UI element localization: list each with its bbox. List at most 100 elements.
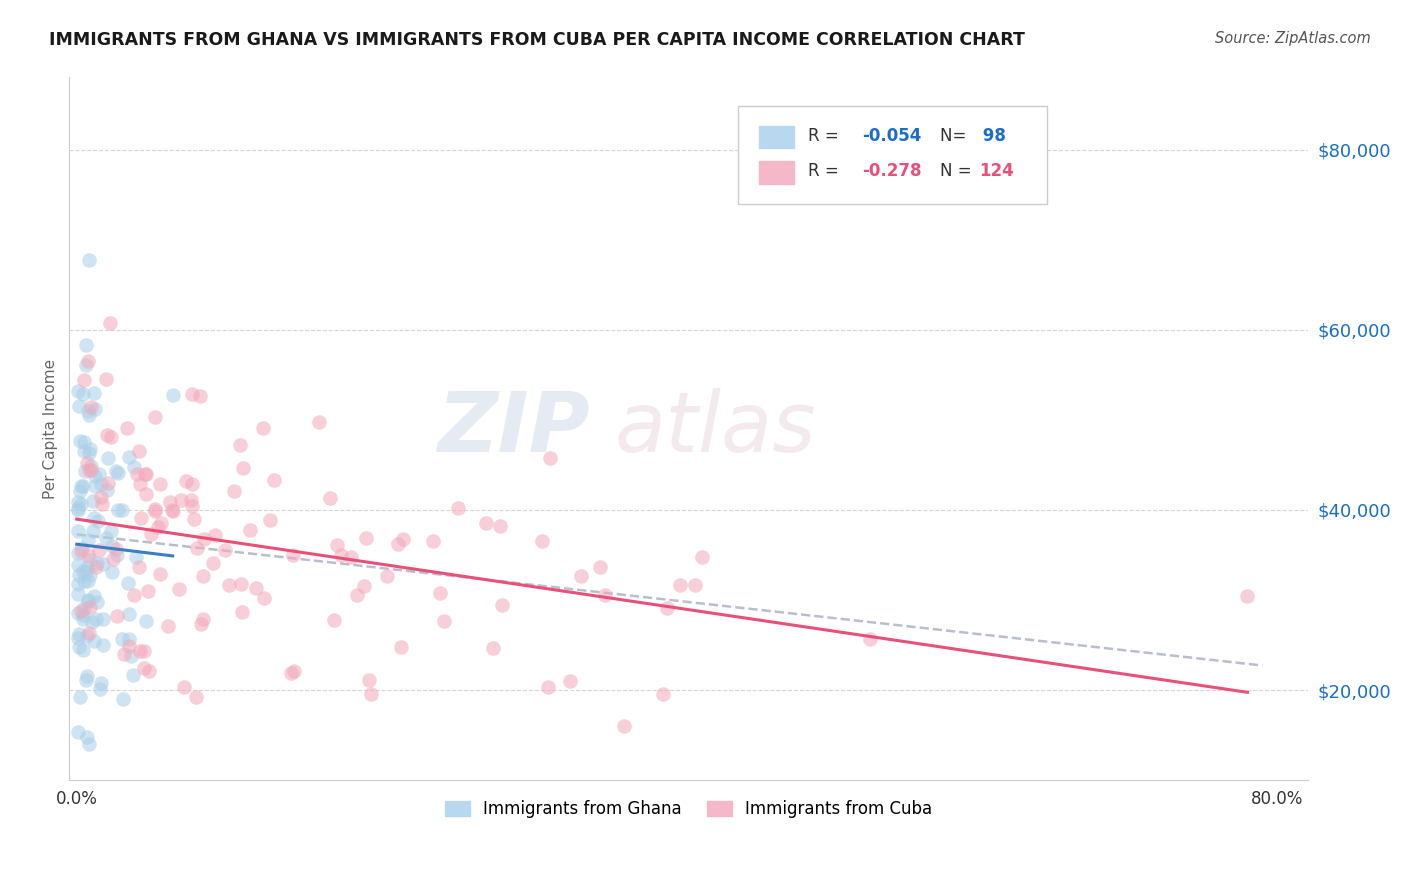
- Point: [229, 438, 252, 452]
- Point: [72, 564, 94, 578]
- Point: [87, 514, 110, 528]
- Point: [124, 588, 146, 602]
- Point: [475, 516, 498, 531]
- Point: [214, 543, 236, 558]
- Point: [138, 664, 160, 678]
- Point: [69, 690, 91, 704]
- Point: [70, 497, 93, 511]
- Point: [67, 399, 90, 413]
- Point: [245, 582, 267, 596]
- Point: [105, 548, 128, 562]
- Point: [115, 420, 138, 434]
- Point: [67, 495, 90, 509]
- Point: [655, 600, 678, 615]
- Point: [70, 544, 93, 558]
- Bar: [759, 161, 793, 184]
- Point: [128, 560, 150, 574]
- Point: [67, 501, 90, 516]
- Point: [73, 434, 96, 449]
- Point: [184, 690, 207, 705]
- Point: [80, 458, 103, 473]
- Point: [263, 474, 285, 488]
- Point: [83, 634, 105, 648]
- Point: [446, 501, 468, 516]
- Point: [157, 619, 180, 633]
- Point: [132, 660, 155, 674]
- Point: [76, 592, 98, 607]
- Text: R =: R =: [808, 127, 845, 145]
- Text: IMMIGRANTS FROM GHANA VS IMMIGRANTS FROM CUBA PER CAPITA INCOME CORRELATION CHAR: IMMIGRANTS FROM GHANA VS IMMIGRANTS FROM…: [49, 31, 1025, 49]
- Point: [97, 476, 120, 491]
- Point: [67, 503, 90, 517]
- Point: [143, 502, 166, 516]
- Point: [391, 532, 413, 546]
- Point: [204, 528, 226, 542]
- Point: [69, 434, 91, 448]
- Point: [129, 511, 152, 525]
- Point: [325, 538, 347, 552]
- Point: [222, 483, 245, 498]
- Point: [136, 584, 159, 599]
- Text: Source: ZipAtlas.com: Source: ZipAtlas.com: [1215, 31, 1371, 46]
- Point: [84, 469, 107, 483]
- Point: [652, 687, 675, 701]
- Point: [117, 576, 139, 591]
- Point: [433, 614, 456, 628]
- Point: [77, 574, 100, 588]
- Point: [329, 549, 352, 563]
- Point: [162, 504, 184, 518]
- Point: [125, 467, 148, 482]
- Point: [77, 408, 100, 422]
- Point: [82, 524, 104, 538]
- Point: [90, 497, 112, 511]
- Point: [150, 516, 173, 530]
- Point: [589, 559, 612, 574]
- Point: [387, 537, 409, 551]
- Legend: Immigrants from Ghana, Immigrants from Cuba: Immigrants from Ghana, Immigrants from C…: [439, 793, 939, 825]
- Point: [593, 588, 616, 602]
- Point: [538, 450, 561, 465]
- Point: [76, 561, 98, 575]
- Point: [72, 643, 94, 657]
- Point: [72, 612, 94, 626]
- FancyBboxPatch shape: [738, 105, 1047, 204]
- Point: [111, 632, 134, 646]
- Point: [101, 539, 124, 553]
- Point: [145, 410, 167, 425]
- Point: [90, 477, 112, 491]
- Point: [186, 541, 208, 556]
- Point: [134, 467, 156, 482]
- Point: [73, 574, 96, 589]
- Point: [80, 400, 103, 414]
- Point: [100, 430, 122, 444]
- Point: [77, 594, 100, 608]
- Point: [322, 613, 344, 627]
- Point: [118, 607, 141, 622]
- Point: [104, 541, 127, 556]
- Point: [112, 692, 135, 706]
- Point: [75, 566, 97, 580]
- Point: [67, 524, 90, 538]
- Point: [149, 477, 172, 491]
- Point: [122, 459, 145, 474]
- Point: [76, 669, 98, 683]
- Point: [77, 463, 100, 477]
- Point: [558, 673, 581, 688]
- Point: [67, 546, 90, 560]
- Point: [83, 590, 105, 604]
- Point: [67, 631, 90, 645]
- Point: [84, 478, 107, 492]
- Point: [67, 724, 90, 739]
- Point: [193, 569, 215, 583]
- Point: [135, 467, 157, 481]
- Point: [346, 589, 368, 603]
- Point: [128, 477, 150, 491]
- Point: [120, 649, 142, 664]
- Point: [94, 531, 117, 545]
- Point: [859, 632, 882, 646]
- Point: [80, 615, 103, 630]
- Text: -0.278: -0.278: [862, 162, 921, 180]
- Point: [118, 632, 141, 647]
- Point: [229, 577, 252, 591]
- Point: [353, 579, 375, 593]
